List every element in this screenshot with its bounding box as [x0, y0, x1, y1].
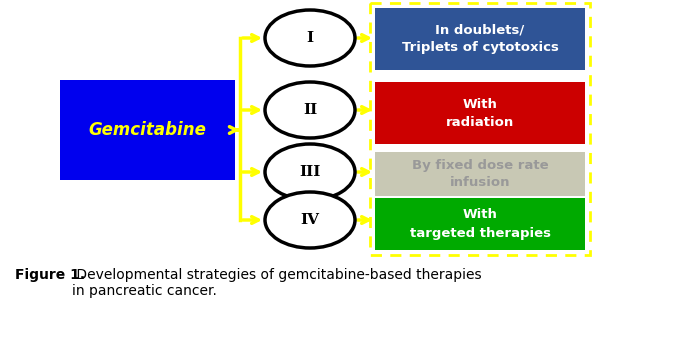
- Text: By fixed dose rate
infusion: By fixed dose rate infusion: [412, 159, 548, 190]
- Text: III: III: [299, 165, 321, 179]
- Bar: [375, 82, 585, 144]
- Bar: [375, 8, 585, 70]
- Text: Gemcitabine: Gemcitabine: [89, 121, 207, 139]
- Text: IV: IV: [301, 213, 320, 227]
- Text: II: II: [303, 103, 317, 117]
- Bar: [375, 198, 585, 250]
- Ellipse shape: [265, 10, 355, 66]
- Ellipse shape: [265, 192, 355, 248]
- Bar: [370, 3, 590, 255]
- Text: Developmental strategies of gemcitabine-based therapies
in pancreatic cancer.: Developmental strategies of gemcitabine-…: [72, 268, 482, 298]
- Bar: [375, 152, 585, 196]
- Text: Figure 1.: Figure 1.: [15, 268, 85, 282]
- Text: I: I: [306, 31, 314, 45]
- Ellipse shape: [265, 144, 355, 200]
- Bar: [60, 80, 235, 180]
- Text: With
targeted therapies: With targeted therapies: [409, 209, 551, 240]
- Text: In doublets/
Triplets of cytotoxics: In doublets/ Triplets of cytotoxics: [402, 24, 559, 54]
- Ellipse shape: [265, 82, 355, 138]
- Text: With
radiation: With radiation: [446, 97, 514, 128]
